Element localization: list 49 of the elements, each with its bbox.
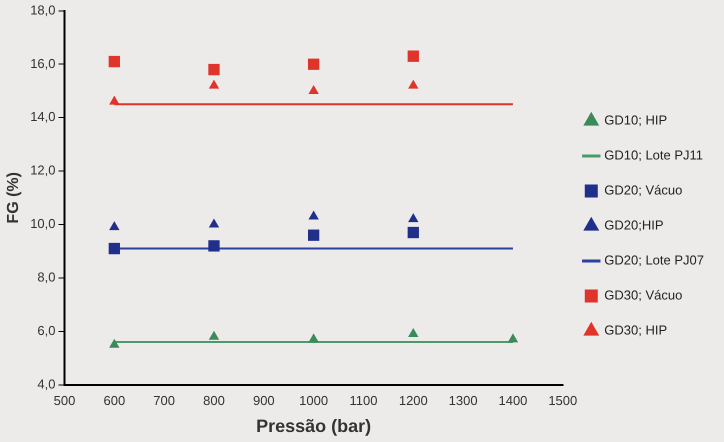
y-tick-label: 4,0 — [37, 376, 56, 392]
legend-label: GD10; Lote PJ11 — [604, 148, 704, 163]
legend-label: GD20;HIP — [604, 218, 664, 233]
point — [408, 226, 419, 238]
point — [308, 58, 320, 70]
legend-label: GD10; HIP — [604, 112, 668, 128]
x-tick-label: 700 — [153, 393, 176, 408]
legend-label: GD30; HIP — [604, 322, 668, 338]
point — [408, 50, 419, 62]
point — [308, 333, 319, 342]
x-tick-label: 1200 — [398, 393, 428, 408]
x-tick-label: 900 — [252, 393, 275, 408]
y-tick-label: 8,0 — [37, 270, 56, 285]
point — [208, 330, 220, 340]
y-tick-label: 12,0 — [30, 162, 56, 178]
y-tick-label: 16,0 — [30, 56, 56, 71]
point — [208, 240, 220, 252]
y-tick-label: 10,0 — [30, 216, 56, 232]
y-tick-label: 18,0 — [30, 2, 56, 18]
x-tick-label: 800 — [203, 393, 225, 408]
legend-label: GD20; Lote PJ07 — [604, 252, 704, 268]
y-axis-title: FG (%) — [5, 172, 22, 224]
x-tick-label: 1300 — [448, 393, 478, 408]
point — [308, 210, 319, 220]
point — [308, 84, 319, 94]
point — [109, 338, 120, 348]
point — [108, 56, 120, 68]
legend-label: GD20; Vácuo — [604, 182, 682, 198]
x-tick-label: 1500 — [548, 393, 578, 408]
x-tick-label: 600 — [103, 393, 126, 408]
point — [408, 328, 418, 338]
x-tick-label: 1100 — [349, 393, 378, 408]
point — [109, 221, 120, 230]
point — [308, 230, 320, 241]
point — [408, 80, 418, 89]
legend-label: GD30; Vácuo — [604, 288, 682, 303]
x-tick-label: 1400 — [498, 393, 528, 408]
point — [408, 213, 418, 222]
point — [208, 64, 220, 76]
point — [508, 333, 518, 342]
x-tick-label: 500 — [54, 393, 76, 408]
point — [109, 96, 120, 105]
y-tick-label: 6,0 — [37, 322, 56, 338]
point — [208, 80, 220, 89]
y-tick-label: 14,0 — [30, 109, 56, 124]
x-tick-label: 1000 — [299, 393, 328, 408]
x-axis-title: Pressão (bar) — [256, 416, 372, 436]
point — [208, 218, 220, 228]
point — [108, 242, 120, 254]
